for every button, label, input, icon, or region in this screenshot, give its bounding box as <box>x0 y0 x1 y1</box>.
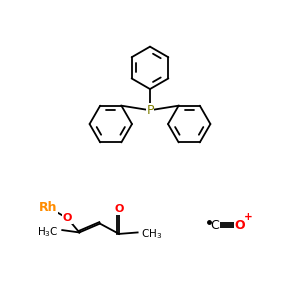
Text: O: O <box>114 205 124 214</box>
Text: Rh: Rh <box>39 201 58 214</box>
Text: O: O <box>235 219 245 232</box>
Text: C: C <box>210 219 219 232</box>
Text: $\mathsf{CH_3}$: $\mathsf{CH_3}$ <box>141 227 162 241</box>
Text: P: P <box>146 104 154 117</box>
Text: O: O <box>63 213 72 223</box>
Text: $\mathsf{H_3C}$: $\mathsf{H_3C}$ <box>37 226 59 239</box>
Text: +: + <box>244 212 253 222</box>
